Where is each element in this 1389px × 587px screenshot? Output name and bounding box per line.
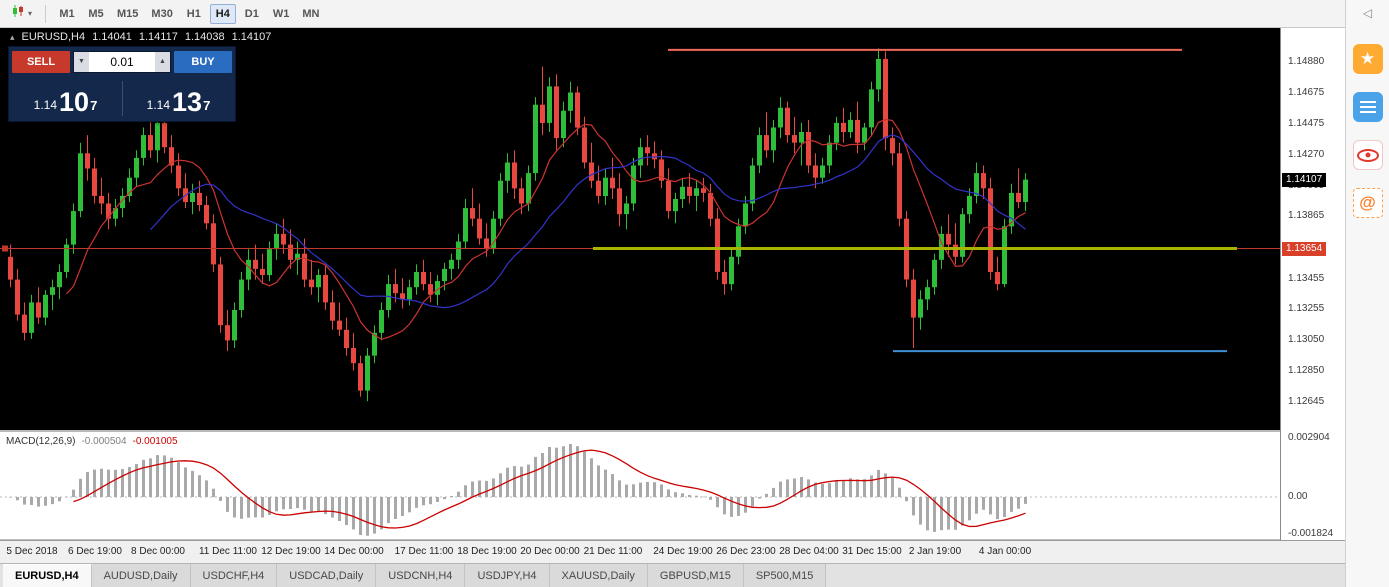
timeframe-button-d1[interactable]: D1 xyxy=(244,7,259,20)
eye-shape-icon xyxy=(1356,148,1379,162)
price-axis-label: 1.13865 xyxy=(1288,210,1325,221)
ohlc-close: 1.14107 xyxy=(231,31,272,43)
buy-price-display[interactable]: 1.14 13 7 xyxy=(122,76,235,121)
macd-scale-label: 0.002904 xyxy=(1288,432,1330,443)
macd-signal-value: -0.001005 xyxy=(132,436,178,447)
time-axis-label: 21 Dec 11:00 xyxy=(583,546,643,557)
time-axis-label: 8 Dec 00:00 xyxy=(131,546,185,557)
price-axis-label: 1.13455 xyxy=(1288,273,1325,284)
ohlc-open: 1.14041 xyxy=(92,31,132,43)
lot-size-stepper: ▼ 0.01 ▲ xyxy=(73,50,171,73)
time-axis-label: 31 Dec 15:00 xyxy=(842,546,902,557)
chart-tab-xauusd-daily[interactable]: XAUUSD,Daily xyxy=(549,564,648,587)
time-axis-label: 2 Jan 19:00 xyxy=(908,546,962,557)
price-divider xyxy=(122,81,123,116)
macd-name: MACD(12,26,9) xyxy=(6,436,76,447)
sell-price-display[interactable]: 1.14 10 7 xyxy=(9,76,122,121)
buy-price-pips: 13 xyxy=(172,87,203,118)
chart-tab-usdchf-h4[interactable]: USDCHF,H4 xyxy=(190,564,278,587)
price-axis-label: 1.14675 xyxy=(1288,87,1325,98)
buy-button[interactable]: BUY xyxy=(174,50,232,73)
mention-at-icon[interactable]: @ xyxy=(1352,188,1383,218)
timeframe-button-m30[interactable]: M30 xyxy=(151,7,173,20)
lot-size-value[interactable]: 0.01 xyxy=(89,51,155,72)
one-click-trading-panel: SELL ▼ 0.01 ▲ BUY 1.14 10 7 1.14 13 7 xyxy=(8,46,236,122)
time-axis-label: 17 Dec 11:00 xyxy=(394,546,454,557)
ohlc-high: 1.14117 xyxy=(138,31,178,43)
current-price-badge: 1.14107 xyxy=(1282,173,1327,187)
panel-splitter[interactable] xyxy=(0,430,1345,432)
price-axis-label: 1.13255 xyxy=(1288,303,1325,314)
chart-tab-audusd-daily[interactable]: AUDUSD,Daily xyxy=(91,564,191,587)
buy-price-point: 7 xyxy=(203,98,211,113)
price-axis-label: 1.14270 xyxy=(1288,149,1325,160)
price-axis-label: 1.12850 xyxy=(1288,365,1325,376)
macd-scale-label: -0.001824 xyxy=(1288,528,1334,539)
time-axis-label: 4 Jan 00:00 xyxy=(978,546,1032,557)
time-axis-label: 26 Dec 23:00 xyxy=(716,546,776,557)
chart-tab-gbpusd-m15[interactable]: GBPUSD,M15 xyxy=(647,564,744,587)
feed-lines-icon xyxy=(1359,101,1376,113)
collapse-sidebar-icon[interactable]: ◁ xyxy=(1362,6,1373,20)
buy-price-prefix: 1.14 xyxy=(146,98,171,112)
time-axis-label: 6 Dec 19:00 xyxy=(68,546,122,557)
lot-decrease-button[interactable]: ▼ xyxy=(74,51,89,72)
time-axis[interactable]: 5 Dec 2018 6 Dec 19:00 8 Dec 00:00 11 Dec 1… xyxy=(0,540,1345,563)
macd-scale-label: 0.00 xyxy=(1288,491,1308,502)
time-axis-label: 5 Dec 2018 xyxy=(6,546,58,557)
price-axis-label: 1.12645 xyxy=(1288,396,1325,407)
chart-type-button[interactable]: ▾ xyxy=(6,3,37,25)
favorites-star-icon[interactable]: ★ xyxy=(1352,44,1383,74)
candlestick-chart-icon xyxy=(11,4,25,23)
timeframe-button-m1[interactable]: M1 xyxy=(59,7,75,20)
ohlc-low: 1.14038 xyxy=(184,31,225,43)
news-feed-icon[interactable] xyxy=(1352,92,1383,122)
chart-tab-usdcad-daily[interactable]: USDCAD,Daily xyxy=(277,564,377,587)
sell-button[interactable]: SELL xyxy=(12,50,70,73)
chart-symbol-label: EURUSD,H4 xyxy=(21,31,86,43)
timeframe-button-m5[interactable]: M5 xyxy=(88,7,104,20)
time-axis-label: 11 Dec 11:00 xyxy=(198,546,258,557)
symbol-marker-icon: ▴ xyxy=(10,31,15,42)
timeframe-button-w1[interactable]: W1 xyxy=(272,7,290,20)
timeframe-button-h1[interactable]: H1 xyxy=(186,7,201,20)
time-axis-label: 24 Dec 19:00 xyxy=(653,546,713,557)
sell-price-pips: 10 xyxy=(59,87,90,118)
chart-ohlc-header: ▴ EURUSD,H4 1.14041 1.14117 1.14038 1.14… xyxy=(10,31,271,43)
sell-price-prefix: 1.14 xyxy=(33,98,58,112)
sell-price-point: 7 xyxy=(90,98,98,113)
timeframe-button-mn[interactable]: MN xyxy=(302,7,320,20)
bottom-tab-bar: EURUSD,H4 AUDUSD,Daily USDCHF,H4 USDCAD,Dai… xyxy=(0,563,1345,587)
toolbar: ▾ M1 M5 M15 M30 H1 H4 D1 W1 MN xyxy=(0,0,1345,28)
timeframe-buttons: M1 M5 M15 M30 H1 H4 D1 W1 MN xyxy=(54,3,324,24)
time-axis-label: 18 Dec 19:00 xyxy=(457,546,517,557)
eye-preview-icon[interactable] xyxy=(1352,140,1383,170)
price-axis-label: 1.14880 xyxy=(1288,56,1325,67)
price-axis-label: 1.13050 xyxy=(1288,334,1325,345)
chart-tab-usdcnh-h4[interactable]: USDCNH,H4 xyxy=(376,564,466,587)
macd-indicator-canvas[interactable] xyxy=(0,432,1280,540)
toolbar-divider xyxy=(45,4,47,23)
price-axis[interactable]: 1.148801.146751.144751.142701.140651.138… xyxy=(1280,28,1345,540)
chevron-down-icon: ▾ xyxy=(28,9,33,18)
price-axis-label: 1.14475 xyxy=(1288,118,1325,129)
time-axis-label: 14 Dec 00:00 xyxy=(324,546,384,557)
chart-tab-usdjpy-h4[interactable]: USDJPY,H4 xyxy=(465,564,550,587)
right-sidebar: ◁ ★ @ xyxy=(1345,0,1389,587)
timeframe-button-m15[interactable]: M15 xyxy=(117,7,139,20)
time-axis-label: 20 Dec 00:00 xyxy=(520,546,580,557)
time-axis-label: 28 Dec 04:00 xyxy=(779,546,839,557)
macd-indicator-label: MACD(12,26,9) -0.000504 -0.001005 xyxy=(6,436,178,447)
time-axis-label: 12 Dec 19:00 xyxy=(261,546,321,557)
lot-increase-button[interactable]: ▲ xyxy=(155,51,170,72)
chart-tab-sp500-m15[interactable]: SP500,M15 xyxy=(743,564,827,587)
macd-main-value: -0.000504 xyxy=(81,436,127,447)
chart-tab-eurusd-h4[interactable]: EURUSD,H4 xyxy=(3,564,92,587)
timeframe-button-h4[interactable]: H4 xyxy=(209,3,236,24)
line-price-badge: 1.13654 xyxy=(1282,242,1327,256)
